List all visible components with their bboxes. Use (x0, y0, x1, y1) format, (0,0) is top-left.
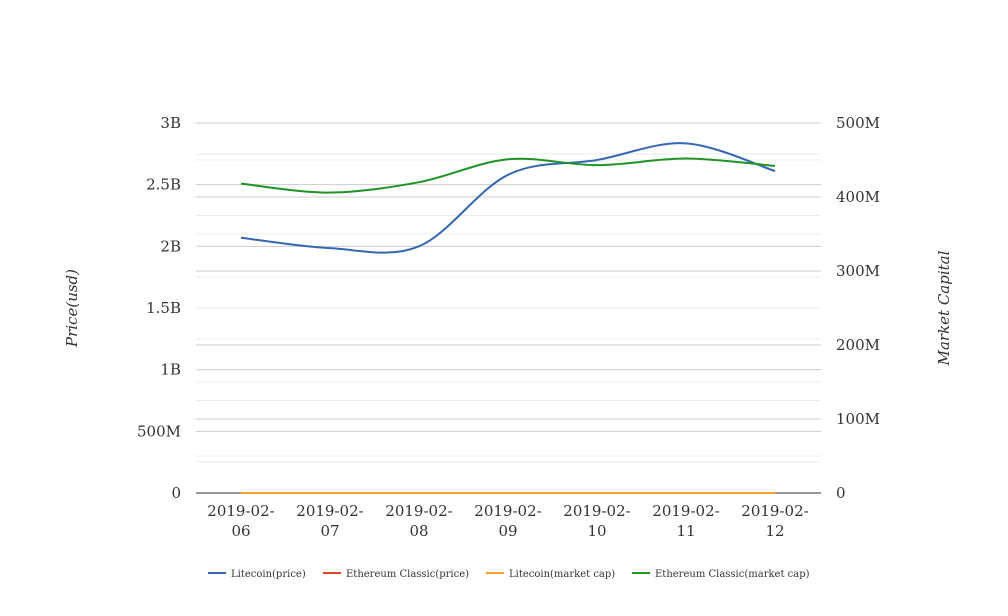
x-tick-label: 2019-02-07 (296, 502, 363, 540)
x-tick-label: 2019-02-12 (741, 502, 808, 540)
series-lines (240, 142, 776, 495)
series-line-ethereum-classic-market-cap (240, 157, 776, 194)
x-tick-label: 2019-02-06 (207, 502, 274, 540)
legend-label-ethereum-classic-market-cap: Ethereum Classic(market cap) (655, 569, 810, 580)
y-left-tick-label: 3B (160, 114, 181, 132)
x-tick-label: 2019-02-10 (563, 502, 630, 540)
legend: Litecoin(price) Ethereum Classic(price) Li… (208, 569, 810, 580)
y-left-tick-label: 2.5B (146, 176, 181, 194)
y-right-tick-label: 200M (836, 336, 880, 354)
series-line-litecoin-price (240, 142, 776, 254)
legend-label-litecoin-market-cap: Litecoin(market cap) (509, 569, 615, 580)
legend-label-litecoin-price: Litecoin(price) (231, 569, 306, 580)
y-left-tick-label: 1.5B (146, 299, 181, 317)
x-tick-label: 2019-02-11 (652, 502, 719, 540)
y-left-tick-label: 1B (160, 361, 181, 379)
legend-label-ethereum-classic-price: Ethereum Classic(price) (346, 569, 469, 580)
y-right-tick-label: 500M (836, 114, 880, 132)
y-left-axis-title: Price(usd) (63, 269, 81, 348)
y-left-tick-label: 2B (160, 237, 181, 255)
x-tick-label: 2019-02-08 (385, 502, 452, 540)
y-left-tick-label: 500M (137, 422, 181, 440)
y-right-tick-label: 0 (836, 484, 846, 502)
y-right-tick-label: 100M (836, 410, 880, 428)
axes: 0 500M 1B 1.5B 2B 2.5B 3B 0 100M 200M 300M 400M 500M… (63, 114, 953, 540)
x-tick-label: 2019-02-09 (474, 502, 541, 540)
y-left-tick-label: 0 (171, 484, 181, 502)
y-right-axis-title: Market Capital (935, 250, 953, 366)
y-right-tick-label: 400M (836, 188, 880, 206)
y-right-tick-label: 300M (836, 262, 880, 280)
